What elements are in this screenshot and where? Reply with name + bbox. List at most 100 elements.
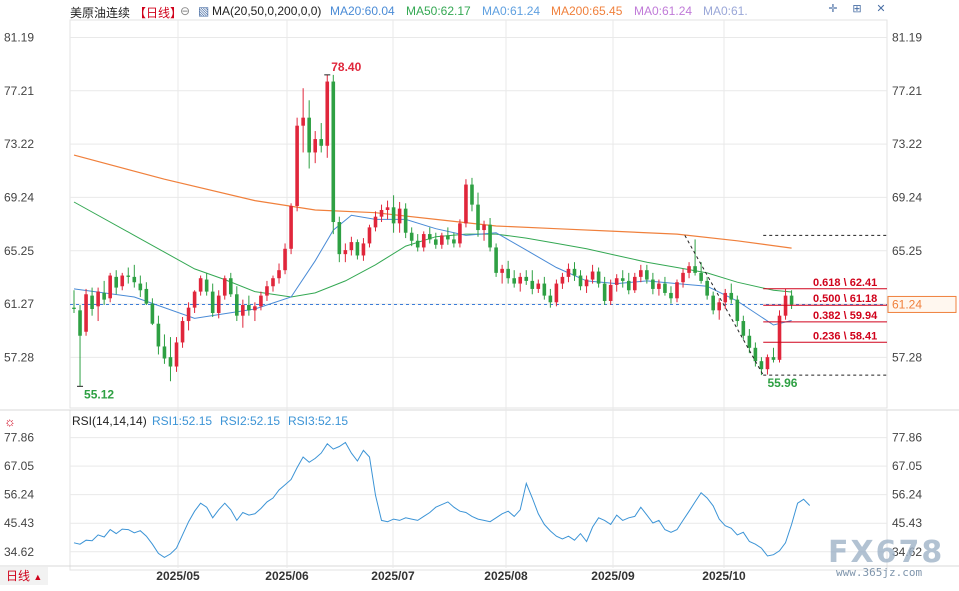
candle-up — [440, 235, 444, 245]
current-price-tag — [887, 295, 957, 313]
fib-level-label: 0.382 \ 59.94 — [813, 310, 878, 322]
rsi-tick-left: 34.62 — [4, 545, 34, 559]
rsi2-legend: RSI2:52.15 — [220, 414, 281, 428]
price-tick-right: 65.25 — [892, 244, 922, 258]
candle-down — [735, 299, 740, 322]
candle-down — [693, 266, 697, 273]
ma0a-legend: MA0:61.24 — [482, 4, 541, 18]
candle-down — [102, 292, 106, 300]
candle-up — [536, 283, 541, 289]
ma20-legend: MA20:60.04 — [330, 4, 395, 18]
candle-down — [228, 278, 233, 295]
candle-down — [524, 276, 529, 281]
ma-params-label[interactable]: MA(20,50,0,200,0,0) — [212, 4, 322, 18]
collapse-icon[interactable]: ⊖ — [180, 4, 191, 18]
candle-down — [663, 283, 667, 293]
candle-up — [681, 272, 685, 283]
candle-down — [572, 268, 577, 276]
candle-up — [216, 295, 221, 314]
close-icon[interactable]: ✕ — [876, 3, 886, 15]
candle-up — [379, 209, 384, 217]
candle-up — [174, 342, 179, 367]
candle-up — [325, 81, 330, 146]
candle-up — [482, 224, 486, 231]
rsi-tick-left: 67.05 — [4, 459, 34, 473]
candle-up — [186, 307, 191, 322]
candle-down — [156, 323, 161, 347]
indicator-icon[interactable]: ▧ — [198, 4, 210, 18]
zoom-in-icon[interactable]: ⊞ — [852, 3, 862, 15]
candle-up — [632, 276, 637, 291]
candle-up — [96, 291, 100, 307]
fib-trend-line — [684, 235, 764, 376]
time-tick-label: 2025/07 — [371, 569, 415, 583]
rsi-layer — [73, 441, 811, 558]
candle-down — [530, 280, 535, 289]
timeframe-tab[interactable]: 日线 ▲ — [0, 567, 49, 585]
candle-down — [307, 117, 311, 153]
candle-down — [789, 295, 794, 305]
rsi-params-label[interactable]: RSI(14,14,14) — [72, 414, 147, 428]
candle-up — [313, 139, 317, 153]
candle-up — [265, 286, 269, 296]
candle-down — [409, 232, 414, 241]
candle-up — [614, 278, 619, 285]
candle-down — [162, 346, 167, 359]
time-tick-label: 2025/09 — [591, 569, 635, 583]
price-tick-left: 81.19 — [4, 31, 34, 45]
candle-up — [590, 271, 595, 280]
candle-up — [301, 117, 305, 126]
ma0c-legend: MA0:61. — [703, 4, 748, 18]
candle-up — [241, 304, 245, 316]
watermark-url: www.365jz.com — [836, 566, 923, 579]
symbol-label[interactable]: 美原油连续 — [70, 6, 131, 20]
crosshair-icon[interactable]: ✛ — [828, 3, 838, 15]
rsi1-legend: RSI1:52.15 — [152, 414, 213, 428]
candle-down — [626, 280, 631, 291]
rsi-tick-left: 45.43 — [4, 516, 34, 530]
candle-down — [72, 307, 76, 309]
timeframe-label[interactable]: 【日线】 — [134, 6, 183, 20]
candle-down — [403, 208, 408, 233]
candle-up — [657, 283, 661, 289]
rsi-panel-frame — [69, 409, 888, 571]
candle-down — [391, 207, 396, 224]
candle-down — [506, 268, 510, 279]
candle-up — [687, 266, 691, 273]
candle-up — [518, 276, 523, 284]
candle-up — [277, 270, 281, 279]
grid-layer — [0, 19, 959, 571]
candle-up — [717, 302, 722, 311]
candle-up — [464, 184, 468, 224]
candle-down — [470, 184, 474, 205]
price-layer: 0.618 \ 62.41 0.500 \ 61.18 0.382 \ 59.94 0… — [70, 60, 887, 401]
candle-up — [765, 357, 770, 370]
candle-up — [198, 278, 203, 292]
rsi3-legend: RSI3:52.15 — [288, 414, 349, 428]
candle-down — [771, 357, 776, 360]
candle-down — [90, 295, 94, 309]
ma200-legend: MA200:65.45 — [551, 4, 623, 18]
candle-down — [759, 361, 764, 370]
candle-up — [84, 294, 88, 332]
candle-up — [361, 243, 366, 256]
candle-up — [397, 208, 402, 224]
candle-up — [283, 248, 287, 271]
axis-layer: 57.2857.2861.2761.2765.2565.2569.2469.24… — [4, 31, 957, 583]
candle-down — [578, 275, 583, 287]
candle-up — [120, 275, 125, 287]
price-tick-right: 73.22 — [892, 137, 922, 151]
candle-up — [343, 250, 348, 255]
settings-icon[interactable]: ☼ — [4, 414, 16, 429]
ma20-line — [73, 214, 792, 326]
time-tick-label: 2025/05 — [156, 569, 200, 583]
candle-up — [584, 279, 589, 287]
time-tick-label: 2025/10 — [702, 569, 746, 583]
candle-down — [651, 279, 655, 289]
candle-down — [331, 81, 336, 223]
price-tick-left: 69.24 — [4, 190, 34, 204]
candle-down — [620, 278, 625, 281]
candle-down — [705, 280, 709, 296]
candle-down — [210, 291, 215, 314]
